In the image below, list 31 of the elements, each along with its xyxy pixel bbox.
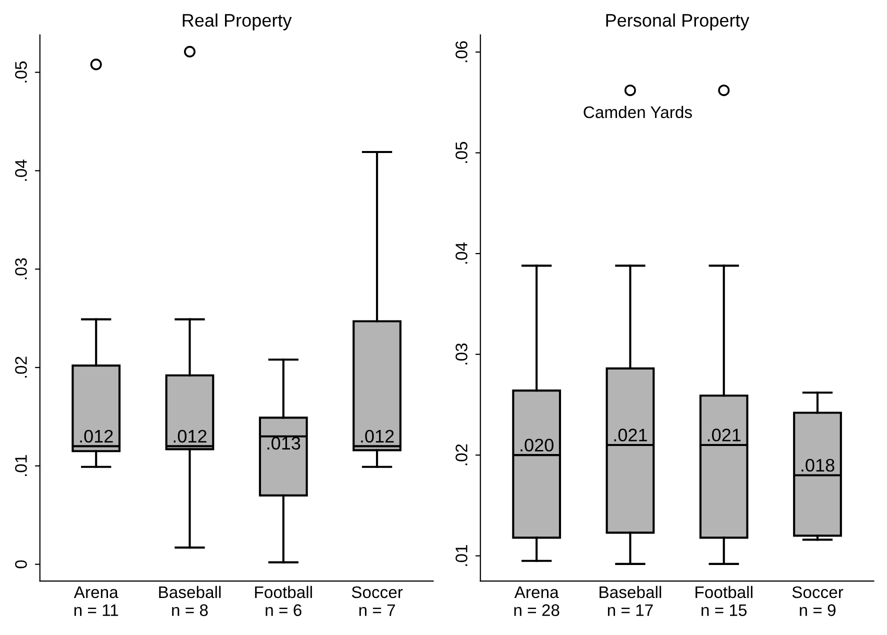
y-tick-label: .04: [15, 160, 27, 181]
text: .018: [802, 458, 834, 472]
y-tick-label: .03: [456, 343, 468, 364]
x-tick-label: Arena n = 11: [74, 586, 118, 616]
y-tick-label: 0: [15, 560, 27, 568]
y-tick-label: .03: [15, 258, 27, 280]
x-tick-label: Baseball n = 17: [600, 586, 662, 616]
x-tick-label: Soccer n = 9: [792, 586, 844, 616]
x-tick-label: Arena n = 28: [514, 586, 560, 616]
chart-title: Real Property: [182, 14, 292, 30]
text: .020: [520, 438, 554, 452]
text: .021: [614, 428, 647, 442]
y-tick-label: .01: [456, 545, 468, 566]
x-tick-label: Soccer n = 7: [352, 586, 403, 616]
text: .012: [361, 430, 394, 443]
text: .021: [708, 428, 741, 442]
text: .013: [267, 436, 300, 450]
annotation: Camden Yards: [584, 106, 692, 118]
y-tick-label: .06: [456, 41, 468, 62]
x-tick-label: Baseball n = 8: [159, 586, 221, 616]
y-tick-label: .02: [456, 444, 468, 466]
x-tick-label: Football n = 15: [696, 586, 752, 616]
x-tick-label: Football n = 6: [255, 586, 312, 616]
y-tick-label: .05: [15, 61, 27, 82]
y-tick-label: .05: [456, 142, 468, 163]
text: .012: [174, 430, 206, 443]
y-tick-label: .02: [15, 356, 27, 378]
chart-title: Personal Property: [606, 14, 750, 30]
y-tick-label: .01: [15, 455, 27, 476]
text: .012: [80, 430, 113, 443]
y-tick-label: .04: [456, 242, 468, 264]
